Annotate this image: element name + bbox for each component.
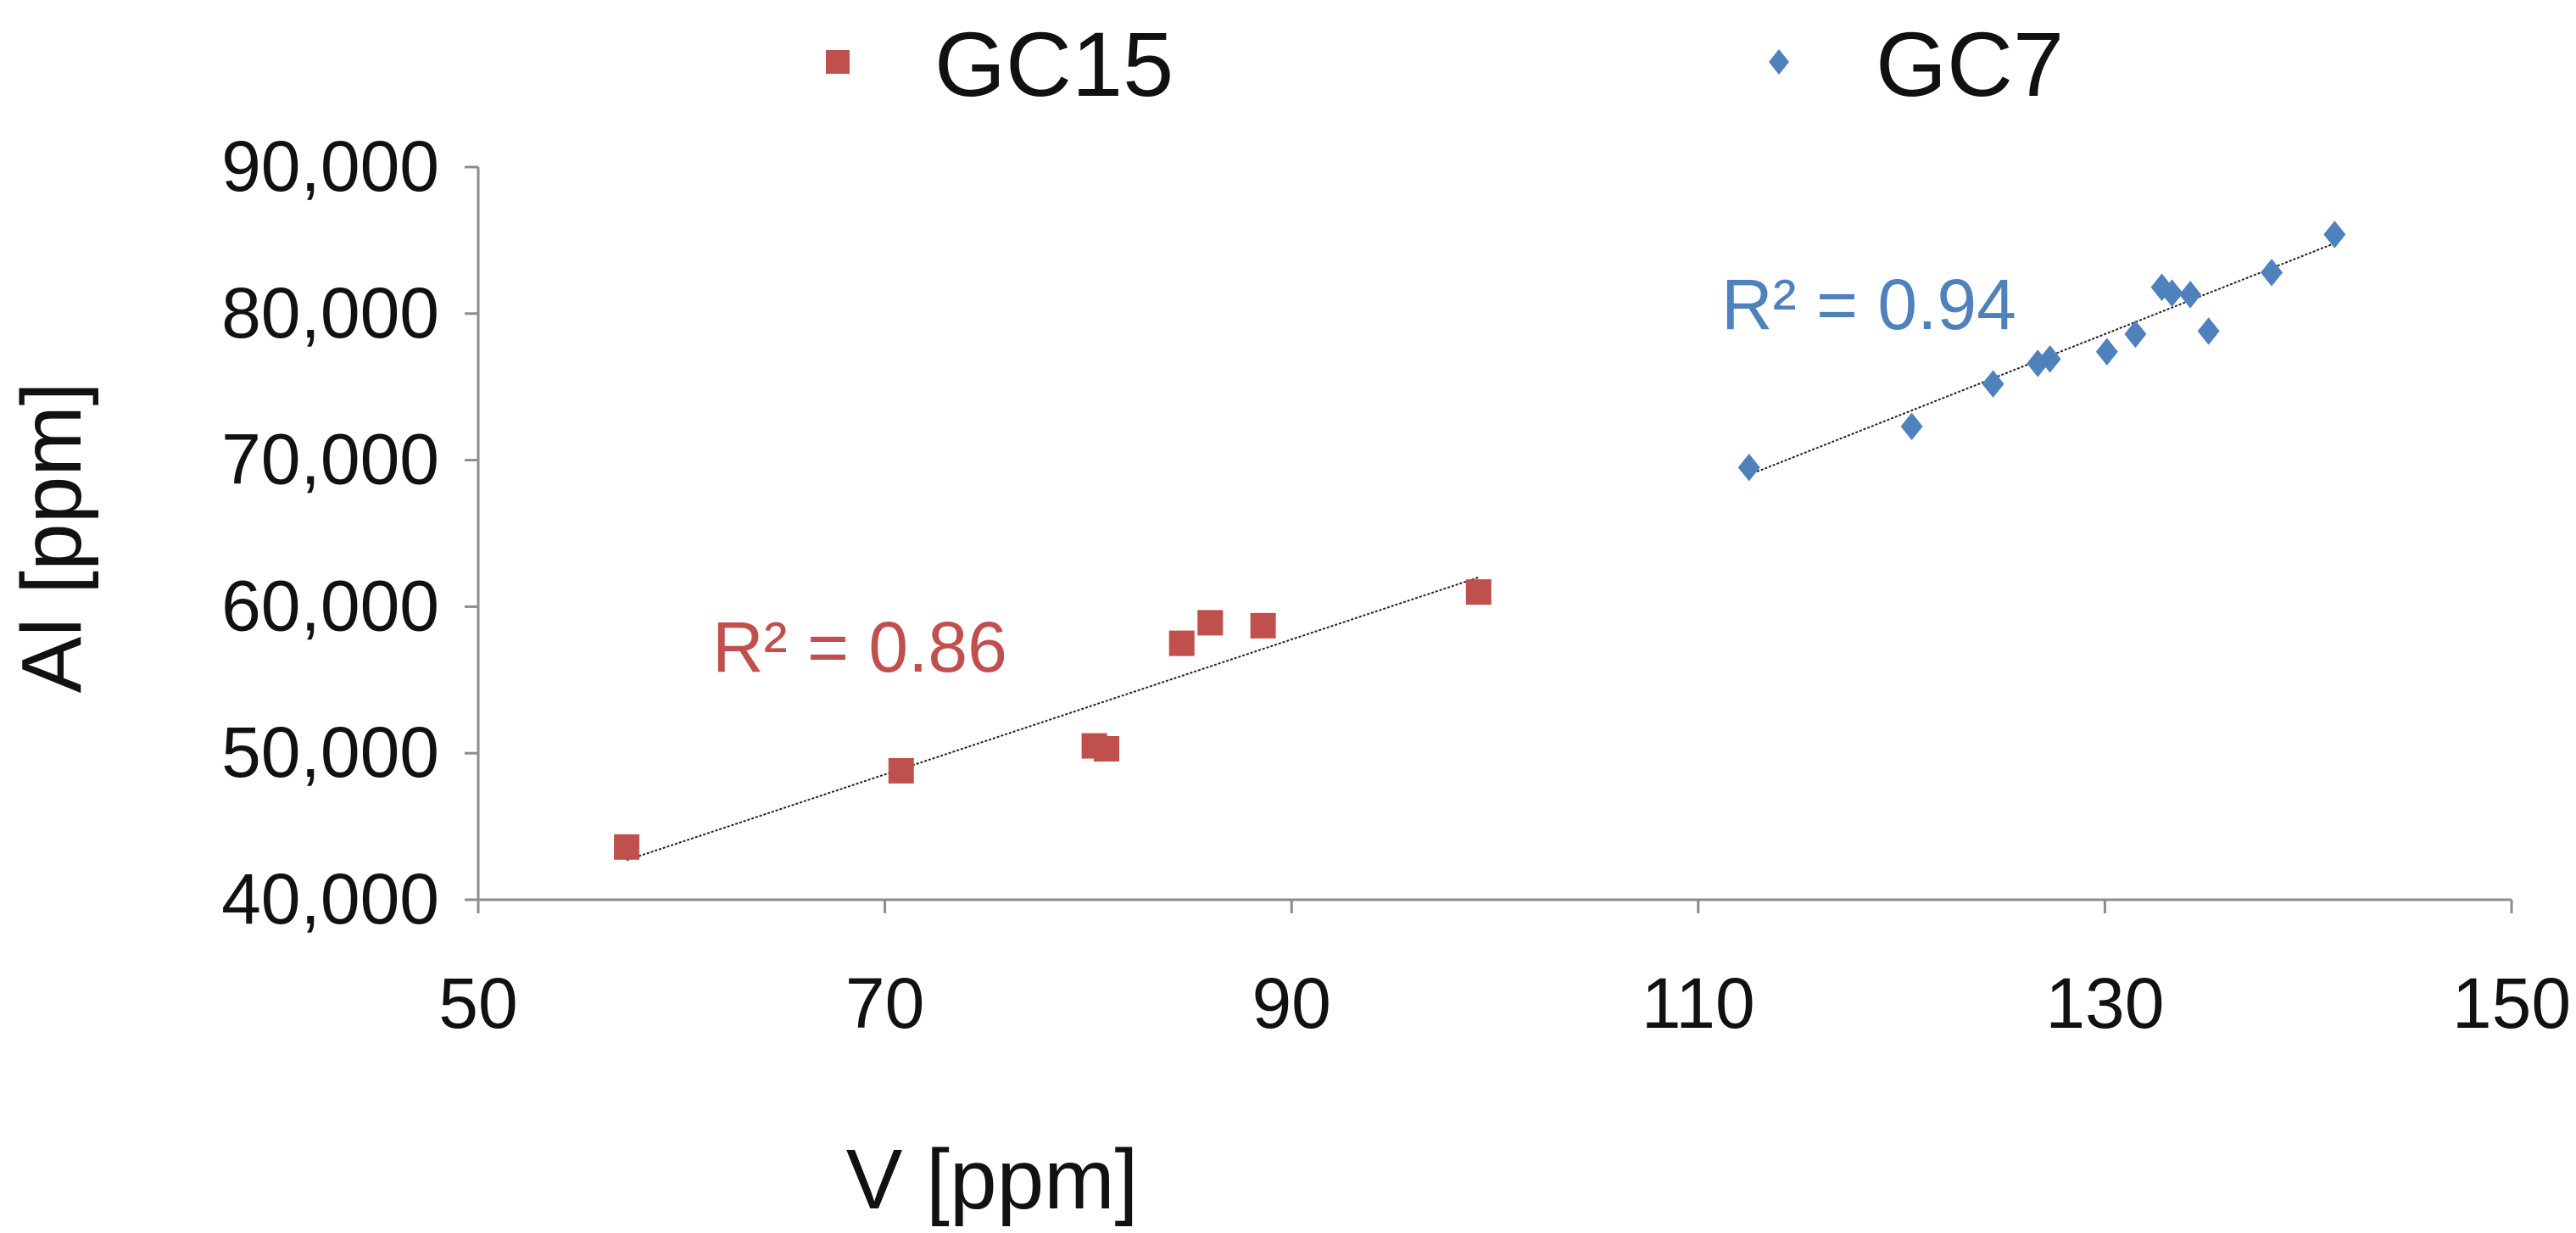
point-gc7 <box>2161 279 2183 307</box>
x-tick-label: 130 <box>2045 963 2164 1043</box>
axes: 40,000 50,000 60,000 70,000 80,000 90,000 50 70… <box>221 126 2571 1043</box>
legend-label-gc15: GC15 <box>934 13 1174 115</box>
point-gc15 <box>1093 736 1119 762</box>
point-gc15 <box>888 757 914 784</box>
y-tick-label: 60,000 <box>221 566 439 645</box>
y-tick-label: 50,000 <box>221 712 439 792</box>
point-gc7 <box>2124 320 2147 349</box>
point-gc7 <box>2323 220 2346 248</box>
point-gc7 <box>2095 338 2118 365</box>
point-gc7 <box>1982 370 2004 398</box>
point-gc15 <box>1250 612 1276 639</box>
x-tick-label: 50 <box>438 963 517 1043</box>
point-gc7 <box>2038 345 2061 373</box>
x-tick-label: 70 <box>845 963 924 1043</box>
point-gc7 <box>1900 412 1923 441</box>
point-gc15 <box>614 834 640 860</box>
x-tick-label: 150 <box>2452 963 2571 1043</box>
y-axis-title: Al [ppm] <box>4 382 99 694</box>
point-gc15 <box>1465 579 1492 605</box>
x-tick-label: 90 <box>1252 963 1330 1043</box>
point-gc7 <box>1737 453 1760 482</box>
point-gc7 <box>2261 259 2283 287</box>
legend: GC15 GC7 <box>826 13 2064 115</box>
legend-marker-gc15 <box>826 50 850 74</box>
r2-label-gc7: R² = 0.94 <box>1721 265 2016 344</box>
legend-label-gc7: GC7 <box>1876 13 2064 115</box>
y-tick-label: 40,000 <box>221 859 439 939</box>
x-tick-label: 110 <box>1642 963 1755 1043</box>
point-gc15 <box>1197 610 1224 636</box>
y-tick-label: 90,000 <box>221 126 439 206</box>
data-points <box>614 220 2346 860</box>
point-gc15 <box>1168 630 1195 656</box>
y-tick-label: 80,000 <box>221 273 439 353</box>
r2-label-gc15: R² = 0.86 <box>712 607 1007 687</box>
trendline-gc15 <box>626 576 1480 862</box>
legend-marker-gc7 <box>1769 49 1789 75</box>
point-gc7 <box>2197 317 2220 345</box>
annotations: R² = 0.86 R² = 0.94 <box>712 265 2016 687</box>
x-axis-title: V [ppm] <box>846 1132 1139 1227</box>
y-tick-label: 70,000 <box>221 420 439 499</box>
point-gc7 <box>2179 281 2202 309</box>
trendlines <box>626 242 2335 862</box>
